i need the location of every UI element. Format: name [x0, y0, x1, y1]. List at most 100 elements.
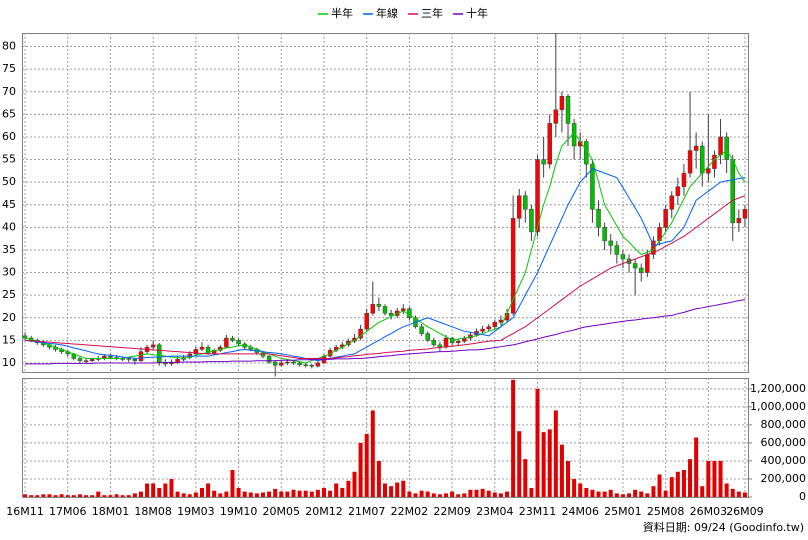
volume-bar: [71, 495, 76, 497]
volume-bar: [474, 489, 479, 497]
candle-body: [724, 136, 729, 160]
volume-bar: [541, 432, 546, 497]
candle-body: [736, 218, 742, 224]
x-tick-label: 17M06: [49, 505, 87, 518]
candle-body: [480, 328, 485, 332]
volume-bar: [547, 429, 552, 497]
candle-body: [486, 326, 491, 330]
volume-bar: [163, 483, 168, 497]
candle-body: [590, 163, 595, 210]
volume-bar: [486, 490, 491, 497]
volume-bar: [480, 488, 485, 497]
candle-body: [535, 159, 540, 233]
candle-body: [638, 267, 644, 273]
x-tick-label: 18M01: [92, 505, 130, 518]
y-tick-label: 55: [2, 153, 16, 166]
candle-body: [742, 209, 748, 219]
candle-body: [193, 349, 199, 355]
volume-bar: [523, 459, 528, 497]
volume-bar: [132, 493, 137, 497]
volume-bar: [145, 483, 150, 497]
volume-bar: [468, 489, 473, 497]
volume-bar: [669, 477, 674, 497]
candle-body: [419, 326, 424, 334]
volume-bar: [340, 487, 345, 497]
candle-body: [614, 245, 620, 255]
candle-body: [376, 303, 382, 307]
volume-bar: [559, 444, 564, 497]
candle-body: [498, 319, 504, 323]
volume-bar: [535, 388, 540, 497]
volume-bar: [700, 486, 705, 497]
candle-body: [516, 195, 522, 219]
x-tick-label: 26M03: [690, 505, 728, 518]
volume-bar: [444, 493, 449, 497]
candle-body: [699, 145, 705, 174]
volume-bar: [364, 433, 369, 497]
volume-bar: [401, 480, 406, 497]
volume-bar: [437, 494, 442, 497]
candle-body: [675, 186, 681, 196]
candle-body: [175, 359, 180, 363]
volume-bar: [584, 487, 589, 497]
candle-body: [529, 209, 534, 233]
x-tick-label: 18M08: [134, 505, 172, 518]
volume-bar: [254, 493, 259, 497]
legend-label: 十年: [466, 6, 488, 20]
legend-label: 半年: [331, 6, 353, 20]
x-tick-label: 23M11: [519, 505, 557, 518]
volume-bar: [120, 495, 125, 497]
candle-body: [138, 351, 144, 361]
y-tick-label: 20: [2, 311, 16, 324]
volume-bar: [285, 491, 290, 497]
candle-body: [669, 195, 674, 210]
volume-bar: [297, 490, 302, 497]
volume-bar: [498, 493, 503, 497]
volume-bar: [566, 460, 571, 497]
volume-bar: [389, 486, 394, 497]
volume-bar: [181, 493, 186, 497]
volume-bar: [511, 379, 516, 497]
candle-body: [663, 209, 668, 228]
volume-bar: [126, 495, 131, 497]
y-tick-label: 45: [2, 198, 16, 211]
volume-bar: [193, 492, 198, 497]
volume-bar: [206, 483, 211, 497]
candle-body: [687, 150, 693, 174]
volume-bar: [41, 494, 46, 497]
x-tick-label: 26M09: [726, 505, 764, 518]
candle-body: [364, 312, 369, 330]
volume-bar: [608, 489, 613, 497]
y-tick-label: 10: [2, 356, 16, 369]
y2-tick-label: 1,200,000: [750, 382, 806, 395]
candle-body: [547, 123, 552, 165]
footer: 資料日期: 09/24 (Goodinfo.tw): [643, 520, 804, 534]
candle-body: [132, 359, 138, 361]
volume-bar: [65, 495, 70, 497]
candle-body: [553, 109, 559, 124]
y2-tick-label: 1,000,000: [750, 400, 806, 413]
candle-body: [706, 168, 711, 174]
volume-bar: [279, 491, 284, 497]
ma-line: [24, 168, 746, 362]
candle-body: [632, 263, 638, 269]
y-tick-label: 50: [2, 175, 16, 188]
volume-bar: [633, 489, 638, 497]
candle-body: [382, 306, 388, 314]
candle-body: [236, 340, 241, 345]
volume-bar: [358, 442, 363, 497]
volume-bar: [242, 491, 247, 497]
candle-body: [541, 159, 546, 165]
candle-body: [681, 172, 687, 187]
volume-bar: [572, 478, 577, 497]
price-frame: [22, 33, 749, 373]
volume-bar: [59, 494, 64, 497]
y-tick-label: 25: [2, 288, 16, 301]
candle-body: [596, 209, 601, 228]
volume-bar: [236, 487, 241, 497]
y2-tick-label: 400,000: [761, 454, 807, 467]
volume-bar: [517, 431, 522, 497]
candle-body: [315, 362, 321, 367]
x-tick-label: 19M10: [220, 505, 258, 518]
